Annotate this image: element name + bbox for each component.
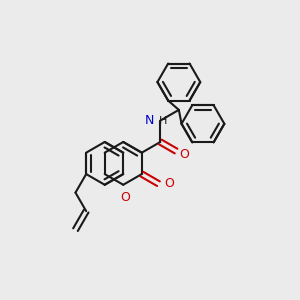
Text: O: O [120, 191, 130, 204]
Text: O: O [164, 177, 174, 190]
Text: N: N [144, 114, 154, 127]
Text: O: O [179, 148, 189, 160]
Text: H: H [159, 116, 167, 126]
